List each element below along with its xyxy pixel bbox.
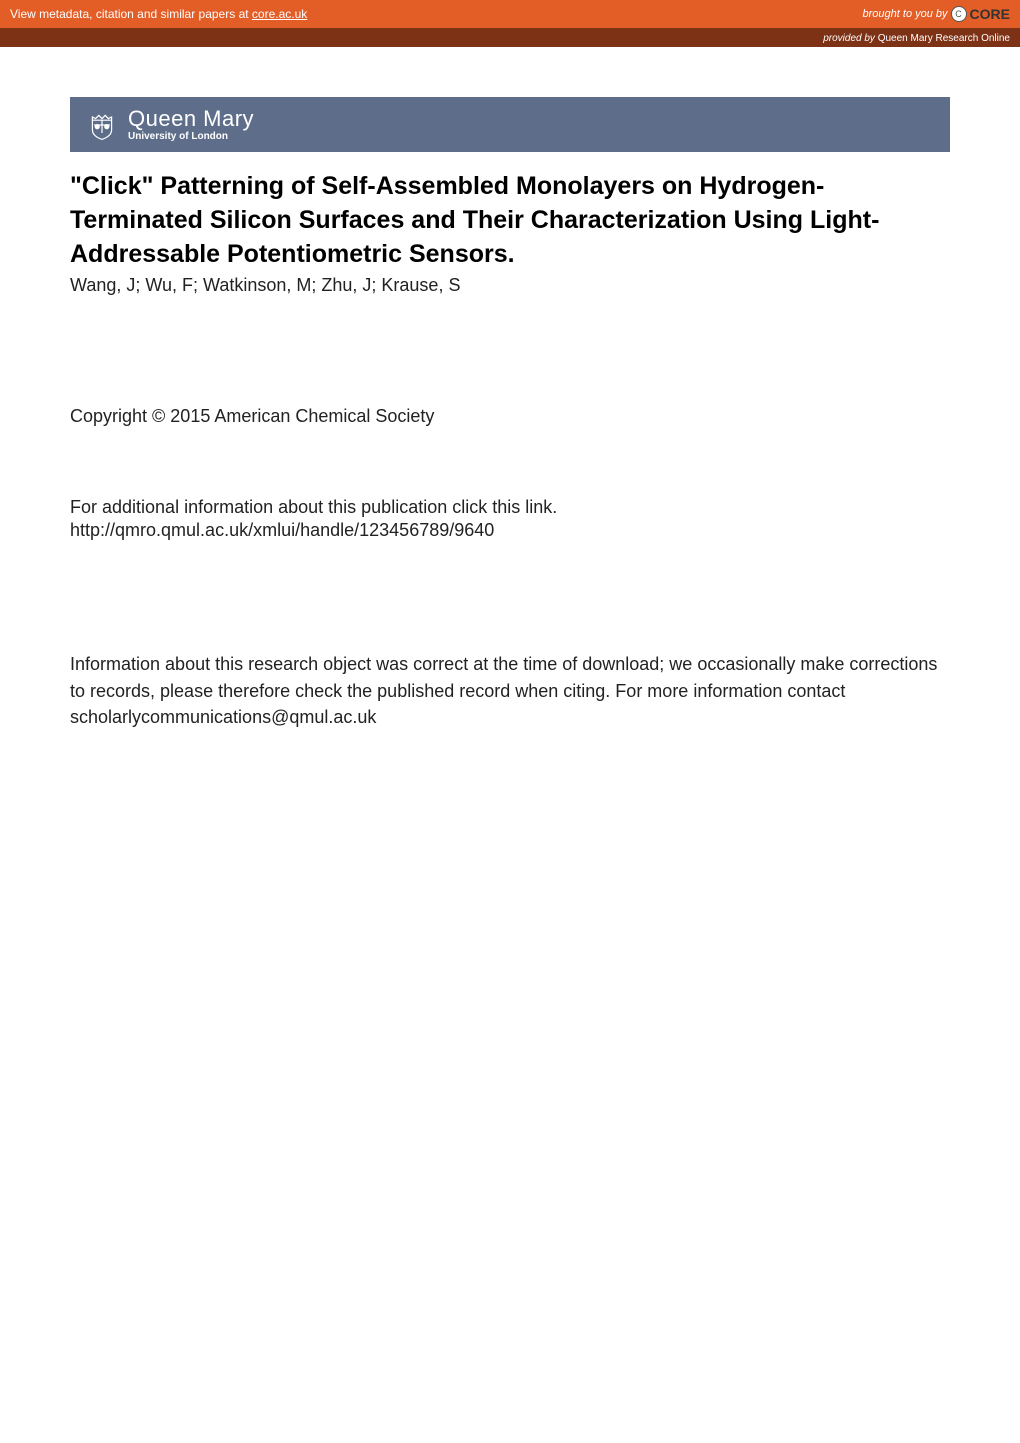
crown-shield-icon [86, 109, 118, 141]
disclaimer-text: Information about this research object w… [70, 651, 950, 729]
institution-subtitle: University of London [128, 131, 254, 142]
publication-link[interactable]: http://qmro.qmul.ac.uk/xmlui/handle/1234… [70, 520, 950, 541]
paper-authors: Wang, J; Wu, F; Watkinson, M; Zhu, J; Kr… [70, 275, 950, 296]
core-top-bar: View metadata, citation and similar pape… [0, 0, 1020, 30]
additional-info-prompt: For additional information about this pu… [70, 497, 950, 518]
core-link[interactable]: core.ac.uk [252, 7, 307, 21]
content-wrapper: Queen Mary University of London "Click" … [0, 47, 1020, 780]
core-circle-icon: C [951, 6, 967, 22]
institution-header-band: Queen Mary University of London [70, 97, 950, 152]
institution-text-block: Queen Mary University of London [128, 107, 254, 142]
metadata-text: View metadata, citation and similar pape… [10, 7, 252, 21]
copyright-notice: Copyright © 2015 American Chemical Socie… [70, 406, 950, 427]
core-logo-text: CORE [970, 6, 1010, 22]
core-logo[interactable]: C CORE [951, 6, 1010, 22]
paper-title: "Click" Patterning of Self-Assembled Mon… [70, 170, 950, 271]
institution-name: Queen Mary [128, 107, 254, 131]
brought-to-you-by: brought to you by C CORE [863, 6, 1010, 22]
brought-by-text: brought to you by [863, 8, 948, 20]
queen-mary-logo: Queen Mary University of London [86, 107, 254, 142]
provided-by-source[interactable]: Queen Mary Research Online [878, 33, 1010, 44]
metadata-citation-prompt: View metadata, citation and similar pape… [10, 7, 307, 21]
provided-by-text: provided by [823, 33, 877, 44]
provided-by-bar: provided by Queen Mary Research Online [0, 30, 1020, 47]
